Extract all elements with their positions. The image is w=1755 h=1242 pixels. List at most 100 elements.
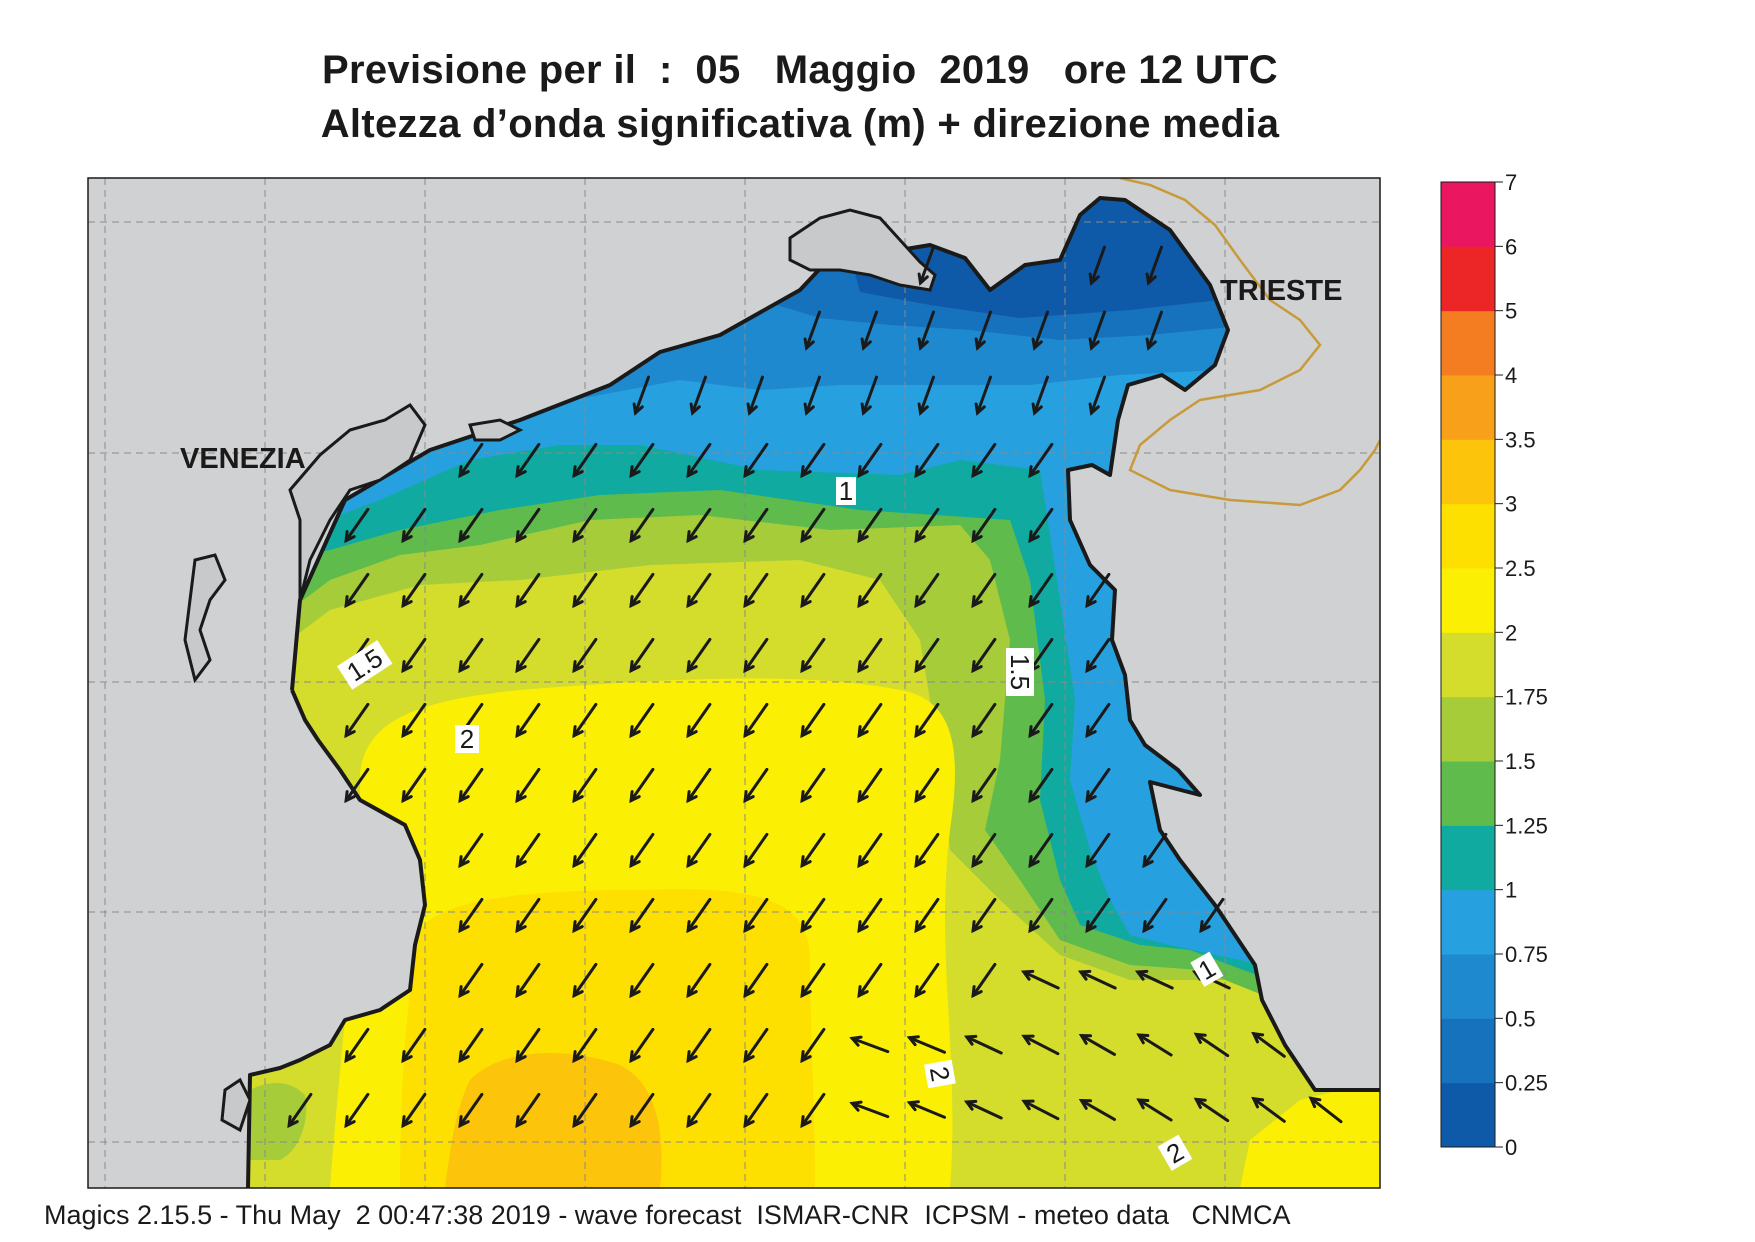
national-border [1119,178,1380,507]
wave-arrow [629,572,655,609]
wave-arrow [971,897,997,934]
legend-swatch [1441,1082,1495,1148]
wave-arrow [515,637,541,674]
wave-arrow [1078,1034,1116,1056]
wave-arrow [971,832,997,869]
wave-arrow [1088,245,1106,286]
wave-arrow [344,507,370,544]
wave-arrow [686,962,712,999]
wave-arrow [1028,897,1054,934]
legend-label: 3 [1505,492,1517,517]
wave-arrow [629,897,655,934]
wave-arrow [803,310,821,351]
wave-arrow [1142,832,1168,869]
wave-arrow [743,1092,769,1129]
wave-arrow [743,1027,769,1064]
map-subtitle: Altezza d’onda significativa (m) + direz… [320,102,1280,146]
wave-arrow [800,897,826,934]
wave-arrow [857,897,883,934]
wave-arrow [1021,1034,1060,1056]
wave-arrow [1028,442,1054,479]
wave-arrow [743,507,769,544]
legend-label: 2 [1505,620,1517,645]
wave-arrow [743,832,769,869]
wave-arrow [849,1100,890,1119]
wave-arrow [1199,897,1225,934]
wave-arrow [401,1027,427,1064]
wave-arrow [629,702,655,739]
legend-swatch [1441,375,1495,440]
wave-arrow [1028,702,1054,739]
color-legend: 0 0.25 0.5 0.75 1 1.25 1.5 1.75 2 2.5 3 3.5 4 5 6 7 [1440,170,1548,1160]
wave-arrow [800,1092,826,1129]
wave-arrow [914,507,940,544]
wave-arrow [743,442,769,479]
contour-label: 1 [839,476,853,506]
wave-arrow [572,767,598,804]
legend-label: 3.5 [1505,427,1536,452]
map-frame [87,177,1381,1189]
wave-arrow [686,637,712,674]
wave-arrow [686,442,712,479]
wave-arrow [1193,1097,1230,1123]
wave-arrow [1085,767,1111,804]
wave-arrow [914,572,940,609]
wave-arrow [1031,375,1049,416]
legend-label: 0.25 [1505,1071,1548,1096]
wave-arrow [287,1092,313,1129]
wave-arrow [800,962,826,999]
wave-arrow [917,310,935,351]
legend-label: 6 [1505,234,1517,259]
wave-arrow [857,442,883,479]
wave-arrow [971,442,997,479]
wave-arrow [1077,969,1117,990]
wave-arrow [914,897,940,934]
legend-label: 0.75 [1505,942,1548,967]
wave-arrow [1134,969,1174,990]
wave-arrow [971,637,997,674]
wave-arrow [629,637,655,674]
wave-arrow [515,702,541,739]
wave-arrow [515,962,541,999]
wave-arrow [458,637,484,674]
wave-arrow [686,1027,712,1064]
wave-arrow [1020,969,1060,990]
wave-arrow [743,702,769,739]
wave-arrow [458,1092,484,1129]
wave-arrow [572,962,598,999]
wave-arrow [1085,832,1111,869]
wave-arrow [1085,897,1111,934]
wave-arrow [800,1027,826,1064]
city-label-trieste: TRIESTE [1220,275,1342,307]
wave-arrow [971,507,997,544]
wave-arrow [572,637,598,674]
legend-label: 5 [1505,299,1517,324]
wave-arrow [849,1035,890,1054]
wave-arrow [1136,1098,1173,1122]
wave-arrow [1031,310,1049,351]
contour-label: 2 [924,1064,956,1083]
legend-swatch [1441,182,1495,247]
wave-arrow [401,637,427,674]
wave-arrow [860,310,878,351]
wave-arrow [458,507,484,544]
legend-label: 0 [1505,1135,1517,1160]
wave-arrow [1142,897,1168,934]
legend-label: 1 [1505,878,1517,903]
footer-credits: Magics 2.15.5 - Thu May 2 00:47:38 2019 … [44,1200,1291,1230]
wave-arrow [629,832,655,869]
wave-arrow [458,897,484,934]
wave-arrow [401,572,427,609]
legend-swatch [1441,439,1495,505]
legend-swatch [1441,632,1495,698]
wave-direction-arrows [287,245,1343,1129]
wave-arrow [629,1092,655,1129]
wave-arrow [1251,1031,1286,1058]
legend-swatch [1441,568,1495,633]
wave-arrow [515,832,541,869]
wave-arrow [458,832,484,869]
wave-arrow [572,507,598,544]
wave-arrow [800,832,826,869]
wave-arrow [572,832,598,869]
wave-arrow [857,572,883,609]
